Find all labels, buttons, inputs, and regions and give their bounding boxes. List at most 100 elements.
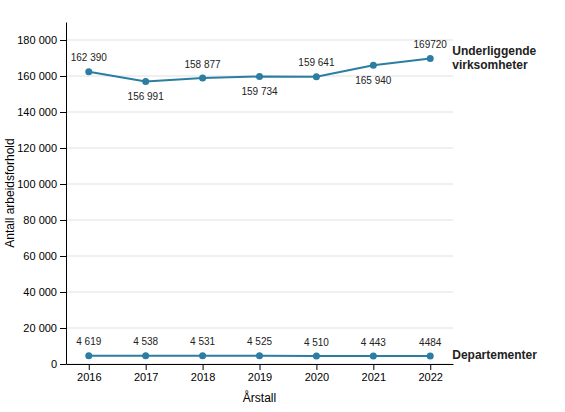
y-tick-mark <box>60 40 66 41</box>
point <box>199 75 206 82</box>
y-tick: 100 000 <box>17 178 66 190</box>
x-tick-label: 2021 <box>362 371 386 383</box>
x-tick-mark <box>373 364 374 370</box>
grid-line <box>66 328 453 329</box>
x-tick-mark <box>316 364 317 370</box>
x-tick-label: 2017 <box>134 371 158 383</box>
x-tick: 2017 <box>134 364 158 383</box>
y-tick-mark <box>60 328 66 329</box>
y-tick-label: 180 000 <box>17 34 57 46</box>
data-label: 156 991 <box>128 91 165 102</box>
x-tick-mark <box>260 364 261 370</box>
x-tick: 2016 <box>77 364 101 383</box>
y-tick: 160 000 <box>17 70 66 82</box>
series <box>85 352 433 359</box>
point <box>313 352 320 359</box>
marks <box>85 55 433 359</box>
x-tick: 2018 <box>191 364 215 383</box>
data-label: 159 734 <box>241 86 278 97</box>
point <box>199 352 206 359</box>
y-axis-line <box>66 23 67 365</box>
y-tick-mark <box>60 364 66 365</box>
grid-line <box>66 184 453 185</box>
x-axis-title: Årstall <box>243 390 276 405</box>
y-tick: 140 000 <box>17 106 66 118</box>
grid-line <box>66 292 453 293</box>
x-tick-label: 2019 <box>248 371 272 383</box>
x-tick-mark <box>146 364 147 370</box>
x-tick-label: 2018 <box>191 371 215 383</box>
series-label-line: Departementer <box>452 348 537 362</box>
y-tick-label: 80 000 <box>23 214 57 226</box>
y-tick: 80 000 <box>23 214 66 226</box>
x-tick-mark <box>89 364 90 370</box>
series-label-line: Underliggende <box>452 44 536 58</box>
y-tick: 0 <box>51 358 66 370</box>
data-label: 4 531 <box>190 336 215 347</box>
data-label: 4 510 <box>304 337 329 348</box>
y-tick-mark <box>60 184 66 185</box>
data-label: 169720 <box>414 39 448 50</box>
y-tick-label: 40 000 <box>23 286 57 298</box>
x-tick: 2022 <box>418 364 442 383</box>
data-label: 4 525 <box>247 336 272 347</box>
point <box>142 352 149 359</box>
point <box>142 78 149 85</box>
x-tick: 2019 <box>248 364 272 383</box>
x-axis: 2016 2017 2018 2019 2020 2021 2022 <box>67 364 454 383</box>
y-tick-mark <box>60 220 66 221</box>
y-tick-mark <box>60 148 66 149</box>
y-tick: 40 000 <box>23 286 66 298</box>
grid-line <box>66 112 453 113</box>
y-tick-label: 0 <box>51 358 57 370</box>
data-label: 4 443 <box>361 337 386 348</box>
y-tick: 60 000 <box>23 250 66 262</box>
x-tick: 2020 <box>305 364 329 383</box>
grid <box>66 40 453 364</box>
data-label: 158 877 <box>185 59 222 70</box>
y-tick-mark <box>60 256 66 257</box>
series-label: Underliggendevirksomheter <box>452 44 536 72</box>
x-tick: 2021 <box>362 364 386 383</box>
x-tick-mark <box>203 364 204 370</box>
y-tick: 120 000 <box>17 142 66 154</box>
y-tick-label: 60 000 <box>23 250 57 262</box>
y-tick-label: 160 000 <box>17 70 57 82</box>
data-label: 165 940 <box>355 75 392 86</box>
plot: 0 20 000 40 000 60 000 80 000 100 000 120 000 1… <box>17 23 537 383</box>
y-tick-mark <box>60 76 66 77</box>
y-axis-title: Antall arbeidsforhold <box>3 138 17 247</box>
y-axis: 0 20 000 40 000 60 000 80 000 100 000 120 000 1… <box>17 23 66 371</box>
labels: 162 390 156 991 158 877 159 734 159 641 165 9… <box>71 39 538 362</box>
grid-line <box>66 256 453 257</box>
point <box>313 73 320 80</box>
y-tick: 180 000 <box>17 34 66 46</box>
point <box>256 73 263 80</box>
x-tick-label: 2016 <box>77 371 101 383</box>
y-tick-label: 140 000 <box>17 106 57 118</box>
chart: 0 20 000 40 000 60 000 80 000 100 000 120 000 1… <box>0 0 565 412</box>
point <box>85 352 92 359</box>
x-tick-mark <box>430 364 431 370</box>
series-label-line: virksomheter <box>452 58 528 72</box>
data-label: 162 390 <box>71 52 108 63</box>
point <box>85 68 92 75</box>
y-tick-label: 20 000 <box>23 322 57 334</box>
y-tick-label: 100 000 <box>17 178 57 190</box>
data-label: 4 619 <box>76 336 101 347</box>
grid-line <box>66 40 453 41</box>
grid-line <box>66 148 453 149</box>
point <box>370 62 377 69</box>
y-tick-mark <box>60 292 66 293</box>
grid-line <box>66 220 453 221</box>
point <box>427 55 434 62</box>
data-label: 4 538 <box>133 336 158 347</box>
x-tick-label: 2022 <box>418 371 442 383</box>
data-label: 4484 <box>419 337 442 348</box>
x-tick-label: 2020 <box>305 371 329 383</box>
point <box>256 352 263 359</box>
series-label: Departementer <box>452 348 537 362</box>
y-tick-label: 120 000 <box>17 142 57 154</box>
data-label: 159 641 <box>298 57 335 68</box>
y-tick-mark <box>60 112 66 113</box>
